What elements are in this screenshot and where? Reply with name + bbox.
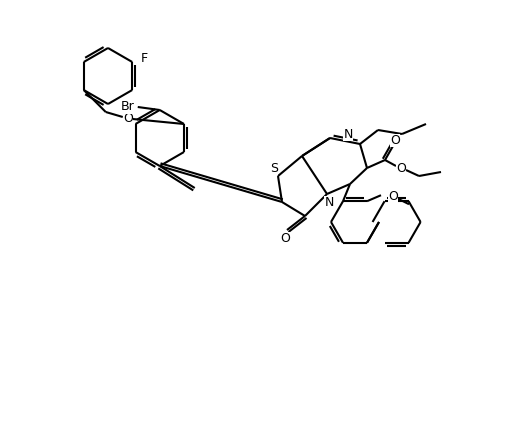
Text: O: O — [123, 112, 133, 125]
Text: O: O — [280, 231, 290, 244]
Text: O: O — [396, 161, 406, 174]
Text: F: F — [141, 53, 148, 66]
Text: O: O — [390, 134, 400, 147]
Text: Br: Br — [121, 101, 135, 114]
Text: S: S — [270, 161, 278, 174]
Text: O: O — [388, 190, 398, 203]
Text: N: N — [343, 128, 353, 141]
Text: N: N — [324, 195, 334, 208]
